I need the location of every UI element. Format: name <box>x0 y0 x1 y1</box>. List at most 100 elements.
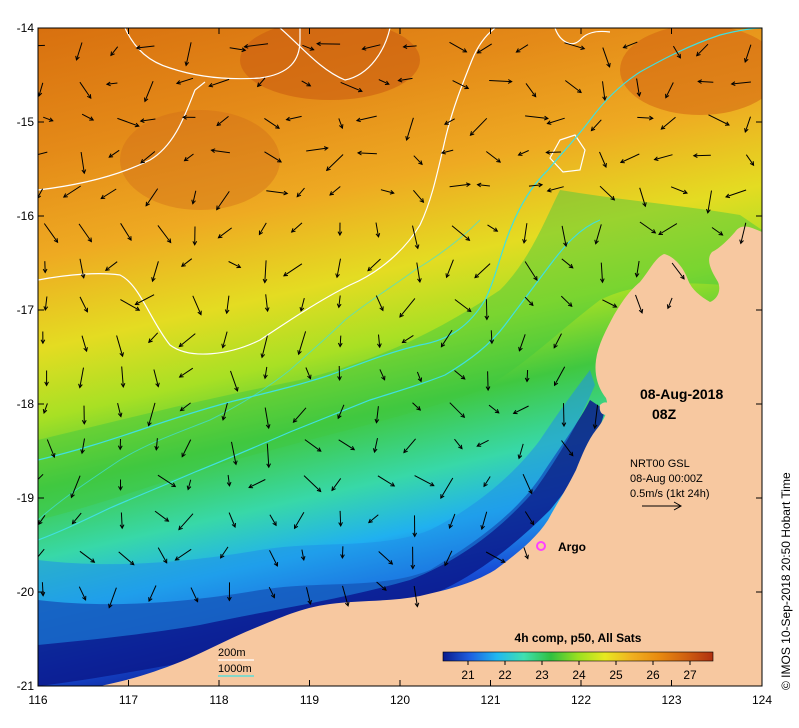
current-vector <box>286 115 302 121</box>
current-vector <box>121 366 124 387</box>
current-vector-head <box>440 149 446 155</box>
current-vector <box>413 189 424 203</box>
current-vector <box>79 367 84 388</box>
current-vector-head <box>544 115 549 121</box>
current-vector <box>179 367 194 378</box>
current-vector-head <box>135 306 141 311</box>
current-vector <box>600 262 603 283</box>
longitude-tick-label: 118 <box>209 693 228 707</box>
current-vector <box>157 225 172 243</box>
current-vector <box>298 331 307 355</box>
current-vector <box>79 550 95 563</box>
current-vector-head <box>533 276 538 282</box>
current-vector-head <box>265 424 271 430</box>
current-vector-head <box>417 377 423 383</box>
current-vector-head <box>666 304 672 310</box>
current-vector-head <box>622 44 628 49</box>
current-vector-head <box>224 309 230 315</box>
isobath-1000m-label: 1000m <box>218 663 252 675</box>
current-vector <box>563 403 565 427</box>
current-vector <box>192 295 202 315</box>
current-vector <box>524 261 538 281</box>
current-vector <box>264 407 270 429</box>
current-vector-head <box>658 230 664 236</box>
current-vector-head <box>290 228 296 233</box>
current-vector-head <box>275 124 280 129</box>
current-vector-head <box>610 195 616 201</box>
isobath-200m <box>554 28 611 45</box>
current-vector <box>38 473 44 481</box>
current-vector-head <box>264 307 270 313</box>
current-vector <box>294 512 305 529</box>
current-vector-head <box>554 381 559 387</box>
current-vector <box>452 80 469 89</box>
current-vector-head <box>62 193 68 198</box>
current-vector <box>660 116 676 130</box>
current-vector <box>414 475 435 487</box>
current-vector-head <box>119 524 125 530</box>
current-vector <box>105 261 118 271</box>
current-vector-head <box>129 560 135 566</box>
current-vector <box>38 82 44 97</box>
current-vector <box>740 222 747 244</box>
current-vector <box>136 45 155 49</box>
colorbar-tick-label: 27 <box>683 668 697 682</box>
colorbar-tick-label: 21 <box>461 668 475 682</box>
island <box>599 402 611 415</box>
map-plot-area: Argo 08-Aug-2018 08Z NRT00 GSL 08-Aug 00… <box>38 28 762 686</box>
longitude-tick-label: 124 <box>752 693 772 707</box>
current-vector <box>265 294 269 312</box>
latitude-tick-label: -17 <box>17 303 35 317</box>
current-vector-head <box>83 347 88 353</box>
isobath-200m <box>124 28 301 80</box>
current-vector <box>264 260 267 283</box>
current-vector <box>118 551 135 566</box>
current-vector-head <box>577 88 582 94</box>
current-vector <box>81 438 85 454</box>
current-vector <box>693 154 711 157</box>
current-vector-head <box>336 303 342 309</box>
current-vector-head <box>469 131 475 136</box>
current-vector-head <box>636 92 642 98</box>
current-vector <box>547 186 564 192</box>
current-vector-head <box>83 307 88 313</box>
current-vector <box>306 147 328 152</box>
current-vector-head <box>397 77 403 83</box>
current-vector-head <box>665 93 670 99</box>
current-vector-head <box>127 236 132 241</box>
current-vector <box>306 587 311 605</box>
current-vector <box>378 79 390 85</box>
current-vector-head <box>148 338 153 344</box>
latitude-tick-label: -16 <box>17 209 35 223</box>
current-vector <box>248 479 266 488</box>
current-vector <box>222 331 228 348</box>
current-vector <box>157 547 168 564</box>
current-vector <box>636 260 640 277</box>
current-vector <box>140 151 156 164</box>
current-vector-head <box>120 383 126 388</box>
current-vector <box>402 334 414 343</box>
current-vector <box>120 512 123 529</box>
current-vector-head <box>528 489 533 495</box>
current-vector <box>379 369 386 381</box>
current-vector-head <box>376 343 382 349</box>
current-vector <box>304 439 322 452</box>
current-vector <box>474 263 491 278</box>
current-vector <box>362 44 381 50</box>
current-vector <box>187 479 192 490</box>
current-vector <box>41 582 44 596</box>
current-vector <box>518 443 524 459</box>
current-vector-head <box>619 159 625 164</box>
current-vector <box>228 512 236 528</box>
current-vector <box>451 225 470 241</box>
current-vector-head <box>388 560 394 565</box>
current-vector-head <box>518 346 523 352</box>
islands <box>742 235 761 304</box>
warm-water-patch <box>240 28 420 100</box>
current-vector <box>229 47 246 51</box>
current-vector <box>326 154 344 171</box>
current-vector <box>43 116 53 122</box>
current-vector <box>76 42 83 61</box>
current-vector-head <box>440 494 445 499</box>
